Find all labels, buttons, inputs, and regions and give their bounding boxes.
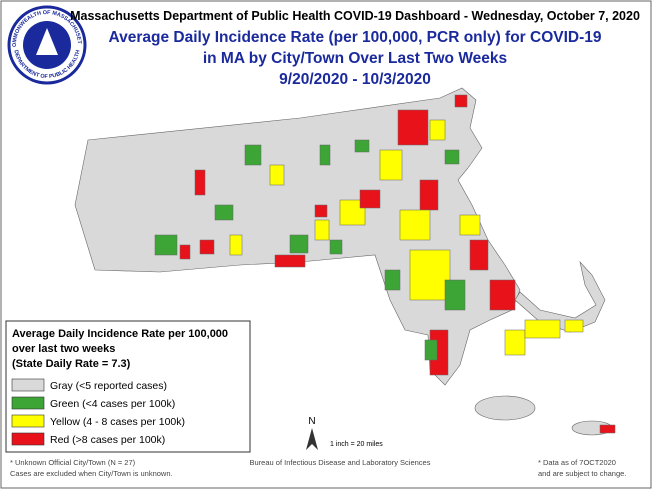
town (359, 189, 381, 209)
map (74, 87, 616, 436)
footnote: * Unknown Official City/Town (N = 27) (10, 458, 136, 467)
town (379, 149, 403, 181)
town (274, 254, 306, 268)
north-arrow: N (306, 416, 318, 450)
town (429, 119, 446, 141)
legend-swatch (11, 378, 45, 392)
map-title: Average Daily Incidence Rate (per 100,00… (108, 29, 601, 46)
town (397, 109, 429, 146)
legend-swatch (11, 414, 45, 428)
legend-swatch (11, 396, 45, 410)
town (244, 144, 262, 166)
legend-title: over last two weeks (12, 343, 115, 355)
town (564, 319, 584, 333)
legend-label: Yellow (4 - 8 cases per 100k) (50, 416, 185, 428)
town (454, 94, 468, 108)
town (384, 269, 401, 291)
town (599, 424, 616, 434)
town (314, 219, 330, 241)
town (469, 239, 489, 271)
header-title: Massachusetts Department of Public Healt… (70, 9, 640, 23)
town (489, 279, 516, 311)
town (319, 144, 331, 166)
map-title: in MA by City/Town Over Last Two Weeks (203, 50, 507, 67)
footnote: * Data as of 7OCT2020 (538, 458, 616, 467)
town (524, 319, 561, 339)
town (269, 164, 285, 186)
legend-box (5, 320, 251, 453)
town (229, 234, 243, 256)
north-label: N (308, 416, 315, 427)
town (419, 179, 439, 211)
footnote: and are subject to change. (538, 469, 626, 478)
town (289, 234, 309, 254)
town (314, 204, 328, 218)
marthas-vineyard (474, 395, 536, 421)
town (399, 209, 431, 241)
footnote: Cases are excluded when City/Town is unk… (10, 469, 173, 478)
town (194, 169, 206, 196)
town (409, 249, 451, 301)
legend-label: Gray (<5 reported cases) (50, 380, 167, 392)
town (154, 234, 178, 256)
legend-swatch (11, 432, 45, 446)
legend-label: Green (<4 cases per 100k) (50, 398, 175, 410)
legend-label: Red (>8 cases per 100k) (50, 434, 165, 446)
town (354, 139, 370, 153)
town (504, 329, 526, 356)
town (179, 244, 191, 260)
town (329, 239, 343, 255)
map-title: 9/20/2020 - 10/3/2020 (279, 71, 431, 88)
legend-title: (State Daily Rate = 7.3) (12, 358, 131, 370)
scale: 1 inch = 20 miles (330, 441, 383, 448)
town (199, 239, 215, 255)
legend-title: Average Daily Incidence Rate per 100,000 (12, 328, 228, 340)
town (444, 279, 466, 311)
town (459, 214, 481, 236)
legend: Average Daily Incidence Rate per 100,000… (5, 320, 251, 453)
town (214, 204, 234, 221)
town (424, 339, 438, 361)
footnote: Bureau of Infectious Disease and Laborat… (250, 458, 431, 467)
town (444, 149, 460, 165)
